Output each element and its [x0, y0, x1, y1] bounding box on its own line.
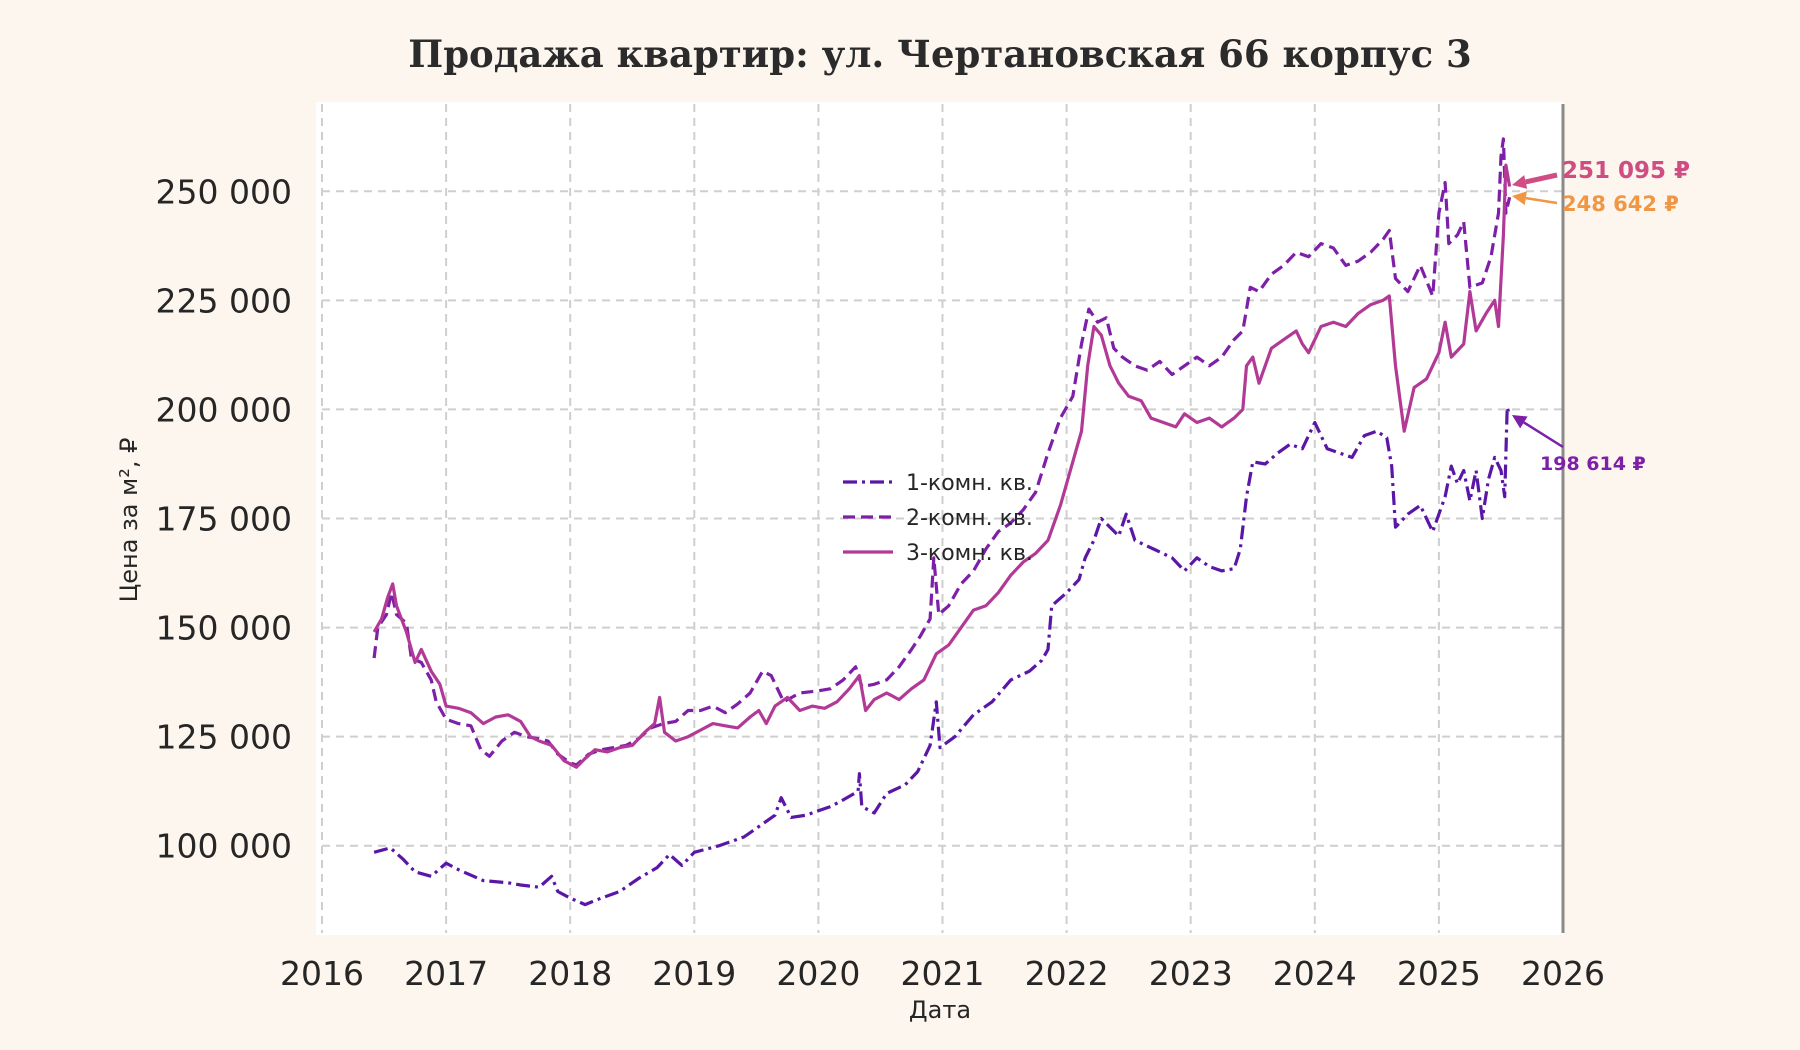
- annotation-arrow: [1523, 421, 1564, 449]
- series-line-3: [372, 163, 1512, 769]
- legend: 1-комн. кв. 2-комн. кв. 3-комн. кв.: [843, 471, 1033, 566]
- series-layer: [372, 137, 1512, 907]
- x-tick-label: 2019: [652, 954, 736, 993]
- series-line-1: [373, 405, 1512, 907]
- y-tick-label: 225 000: [156, 281, 292, 320]
- x-tick-label: 2023: [1149, 954, 1233, 993]
- y-axis-label: Цена за м², ₽: [115, 438, 143, 603]
- x-tick-label: 2021: [901, 954, 985, 993]
- x-tick-label: 2020: [776, 954, 860, 993]
- x-tick-label: 2026: [1521, 954, 1605, 993]
- x-tick-labels: 2016 2017 2018 2019 2020 2021 2022 2023 2024 2025…: [280, 954, 1605, 993]
- annotation-arrowhead: [1512, 175, 1528, 189]
- y-tick-label: 200 000: [156, 390, 292, 429]
- annotations: 251 095 ₽ 248 642 ₽ 198 614 ₽: [1512, 158, 1690, 475]
- x-tick-label: 2025: [1397, 954, 1481, 993]
- annotation-arrow: [1525, 172, 1558, 185]
- chart-title: Продажа квартир: ул. Чертановская 66 кор…: [408, 32, 1472, 76]
- y-tick-label: 100 000: [156, 827, 292, 866]
- annotation-label: 248 642 ₽: [1562, 192, 1679, 216]
- annotation-arrowhead: [1512, 415, 1528, 429]
- x-tick-label: 2024: [1273, 954, 1357, 993]
- y-tick-label: 150 000: [156, 609, 292, 648]
- annotation-label: 251 095 ₽: [1562, 158, 1690, 184]
- y-tick-label: 250 000: [156, 172, 292, 211]
- x-tick-label: 2022: [1025, 954, 1109, 993]
- annotation-arrow: [1525, 196, 1558, 205]
- y-tick-label: 175 000: [156, 500, 292, 539]
- x-tick-label: 2016: [280, 954, 364, 993]
- y-tick-labels: 100 000 125 000 150 000 175 000 200 000 225 0…: [156, 172, 292, 865]
- annotation-arrowhead: [1512, 191, 1527, 206]
- legend-label: 2-комн. кв.: [906, 506, 1033, 531]
- x-axis-label: Дата: [909, 996, 971, 1024]
- legend-label: 1-комн. кв.: [906, 471, 1033, 496]
- x-tick-label: 2017: [404, 954, 488, 993]
- y-tick-label: 125 000: [156, 718, 292, 757]
- x-tick-label: 2018: [528, 954, 612, 993]
- annotation-label: 198 614 ₽: [1540, 453, 1646, 475]
- legend-label: 3-комн. кв.: [906, 541, 1033, 566]
